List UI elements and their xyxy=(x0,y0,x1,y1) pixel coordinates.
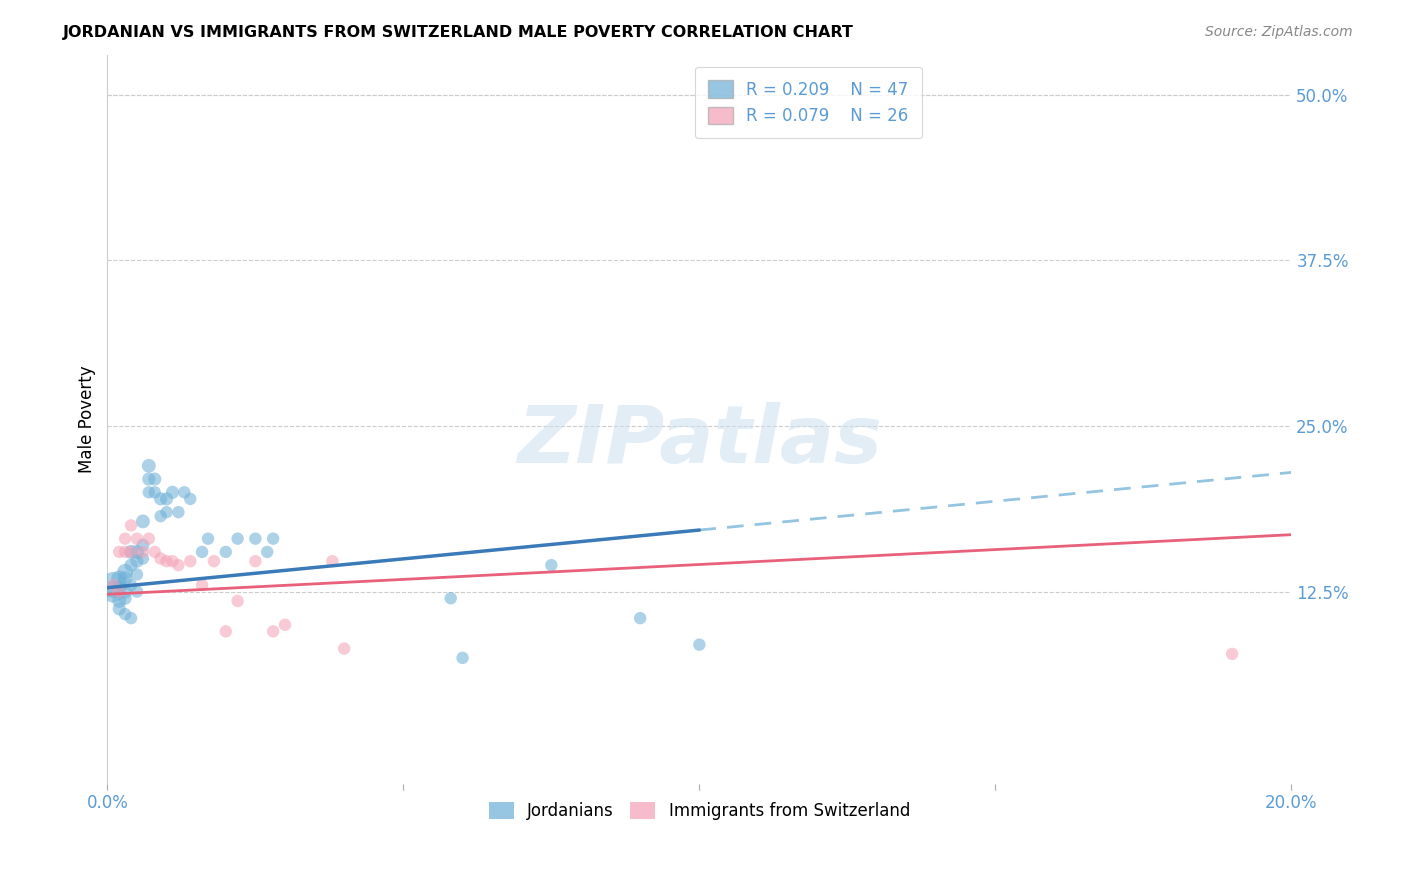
Point xyxy=(120,611,142,625)
Point xyxy=(149,509,172,524)
Y-axis label: Male Poverty: Male Poverty xyxy=(79,366,96,474)
Point xyxy=(125,584,148,599)
Point xyxy=(215,624,238,639)
Text: Source: ZipAtlas.com: Source: ZipAtlas.com xyxy=(1205,25,1353,39)
Point xyxy=(245,554,267,568)
Point xyxy=(120,545,142,559)
Point xyxy=(138,532,160,546)
Point xyxy=(132,538,155,552)
Point xyxy=(114,532,136,546)
Point xyxy=(262,532,284,546)
Point xyxy=(256,545,278,559)
Point xyxy=(108,602,131,616)
Point xyxy=(155,491,177,506)
Point xyxy=(114,571,136,585)
Point xyxy=(114,545,136,559)
Point xyxy=(143,545,166,559)
Point xyxy=(103,584,125,599)
Point xyxy=(114,607,136,622)
Point xyxy=(120,545,142,559)
Point xyxy=(108,581,131,595)
Point xyxy=(120,558,142,573)
Point xyxy=(125,532,148,546)
Point xyxy=(108,545,131,559)
Point xyxy=(125,567,148,582)
Point xyxy=(103,578,125,592)
Point xyxy=(167,558,190,573)
Point xyxy=(262,624,284,639)
Legend: Jordanians, Immigrants from Switzerland: Jordanians, Immigrants from Switzerland xyxy=(482,795,917,826)
Point xyxy=(138,472,160,486)
Point xyxy=(162,485,184,500)
Point xyxy=(120,578,142,592)
Point xyxy=(202,554,225,568)
Point xyxy=(274,617,297,632)
Point xyxy=(191,545,214,559)
Point xyxy=(114,565,136,579)
Point xyxy=(138,458,160,473)
Point xyxy=(108,594,131,608)
Point xyxy=(143,472,166,486)
Point xyxy=(540,558,562,573)
Text: JORDANIAN VS IMMIGRANTS FROM SWITZERLAND MALE POVERTY CORRELATION CHART: JORDANIAN VS IMMIGRANTS FROM SWITZERLAND… xyxy=(63,25,855,40)
Point xyxy=(179,491,201,506)
Point xyxy=(125,554,148,568)
Point xyxy=(108,584,131,599)
Point xyxy=(149,491,172,506)
Point xyxy=(215,545,238,559)
Point xyxy=(167,505,190,519)
Point xyxy=(179,554,201,568)
Point xyxy=(103,578,125,592)
Point xyxy=(226,594,249,608)
Point xyxy=(120,518,142,533)
Point xyxy=(149,551,172,566)
Point xyxy=(440,591,463,606)
Point xyxy=(162,554,184,568)
Point xyxy=(143,485,166,500)
Point xyxy=(628,611,651,625)
Point xyxy=(333,641,356,656)
Point xyxy=(114,584,136,599)
Point xyxy=(125,545,148,559)
Point xyxy=(197,532,219,546)
Point xyxy=(114,591,136,606)
Point xyxy=(155,505,177,519)
Point xyxy=(108,571,131,585)
Point xyxy=(451,651,474,665)
Point xyxy=(191,578,214,592)
Point xyxy=(132,551,155,566)
Point xyxy=(226,532,249,546)
Point xyxy=(321,554,343,568)
Point xyxy=(688,638,710,652)
Point xyxy=(1220,647,1243,661)
Point xyxy=(173,485,195,500)
Point xyxy=(132,545,155,559)
Point xyxy=(132,515,155,529)
Point xyxy=(245,532,267,546)
Text: ZIPatlas: ZIPatlas xyxy=(517,402,882,480)
Point xyxy=(138,485,160,500)
Point xyxy=(155,554,177,568)
